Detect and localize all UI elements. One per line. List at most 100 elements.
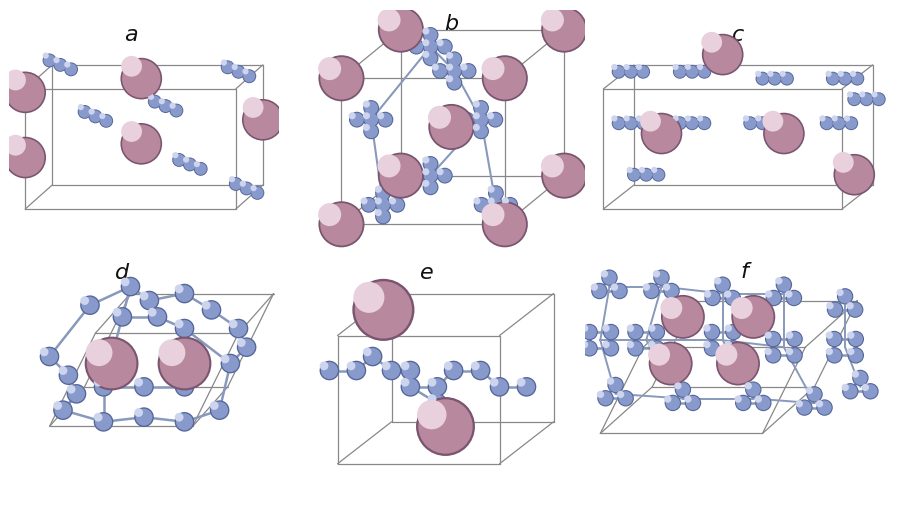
Point — [582, 328, 597, 336]
Point — [755, 75, 770, 83]
Point — [398, 378, 412, 386]
Point — [787, 294, 801, 302]
Point — [437, 43, 452, 51]
Point — [842, 90, 857, 98]
Point — [231, 68, 246, 76]
Point — [782, 290, 796, 298]
Point — [716, 51, 730, 59]
Point — [456, 63, 471, 71]
Point — [474, 201, 489, 209]
Point — [443, 75, 457, 83]
Point — [716, 281, 730, 289]
Point — [489, 189, 503, 197]
Point — [359, 112, 374, 120]
Point — [393, 171, 408, 179]
Point — [672, 119, 687, 127]
Point — [746, 313, 760, 321]
Point — [611, 119, 625, 127]
Point — [825, 75, 840, 83]
Point — [362, 201, 376, 209]
Point — [666, 399, 680, 407]
Point — [654, 274, 669, 282]
Point — [231, 324, 246, 333]
Point — [661, 395, 675, 403]
Point — [144, 93, 158, 101]
Point — [663, 359, 678, 368]
Point — [676, 313, 690, 321]
Point — [403, 383, 418, 391]
Point — [699, 340, 714, 348]
Point — [438, 422, 453, 430]
Point — [177, 324, 192, 333]
Point — [142, 297, 157, 305]
Point — [165, 349, 179, 357]
Point — [83, 301, 97, 309]
Point — [423, 171, 437, 179]
Point — [853, 374, 868, 382]
Point — [592, 287, 607, 295]
Point — [768, 119, 782, 127]
Point — [194, 165, 208, 173]
Point — [362, 201, 376, 209]
Point — [96, 383, 111, 391]
Point — [18, 88, 32, 96]
Point — [404, 39, 419, 47]
Point — [716, 281, 730, 289]
Point — [226, 320, 240, 328]
Point — [365, 352, 380, 360]
Point — [771, 277, 786, 285]
Point — [142, 297, 157, 305]
Point — [486, 64, 500, 73]
Point — [385, 197, 400, 205]
Point — [77, 108, 92, 116]
Point — [849, 351, 863, 359]
Point — [632, 115, 646, 123]
Point — [619, 63, 634, 71]
Point — [228, 63, 242, 71]
Point — [608, 283, 622, 291]
Point — [725, 294, 740, 302]
Point — [61, 371, 76, 379]
Point — [797, 404, 812, 412]
Point — [503, 201, 517, 209]
Point — [650, 344, 664, 352]
Point — [425, 411, 439, 419]
Point — [614, 390, 628, 399]
Point — [628, 328, 643, 336]
Point — [608, 381, 623, 389]
Point — [672, 68, 687, 76]
Point — [760, 331, 775, 339]
Point — [433, 67, 447, 75]
Point — [815, 115, 830, 123]
Point — [634, 166, 649, 174]
Point — [349, 367, 364, 375]
Point — [364, 127, 378, 135]
Point — [766, 117, 780, 125]
Point — [700, 290, 715, 298]
Point — [447, 79, 462, 87]
Point — [398, 362, 412, 370]
Point — [624, 68, 638, 76]
Point — [636, 119, 651, 127]
Point — [212, 406, 227, 414]
Point — [443, 51, 457, 59]
Point — [557, 25, 572, 33]
Point — [350, 116, 365, 124]
Point — [652, 351, 666, 359]
Point — [250, 189, 265, 197]
Point — [468, 362, 482, 370]
Point — [430, 383, 445, 391]
Point — [99, 117, 113, 125]
Point — [654, 274, 669, 282]
Point — [37, 348, 51, 356]
Point — [698, 68, 712, 76]
Point — [61, 371, 76, 379]
Point — [441, 362, 455, 370]
Point — [223, 359, 238, 368]
Point — [782, 347, 796, 355]
Point — [604, 344, 618, 352]
Point — [598, 340, 613, 348]
Point — [736, 399, 751, 407]
Point — [719, 351, 733, 359]
Point — [433, 67, 447, 75]
